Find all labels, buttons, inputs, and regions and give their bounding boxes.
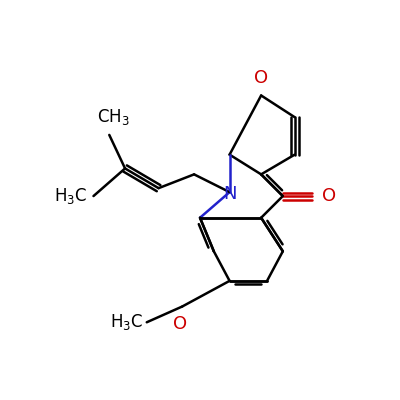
Text: O: O — [254, 69, 268, 87]
Text: H$_3$C: H$_3$C — [54, 186, 88, 206]
Text: O: O — [173, 315, 187, 333]
Text: H$_3$C: H$_3$C — [110, 312, 143, 332]
Text: N: N — [223, 185, 236, 203]
Text: O: O — [322, 187, 336, 205]
Text: CH$_3$: CH$_3$ — [97, 107, 130, 127]
